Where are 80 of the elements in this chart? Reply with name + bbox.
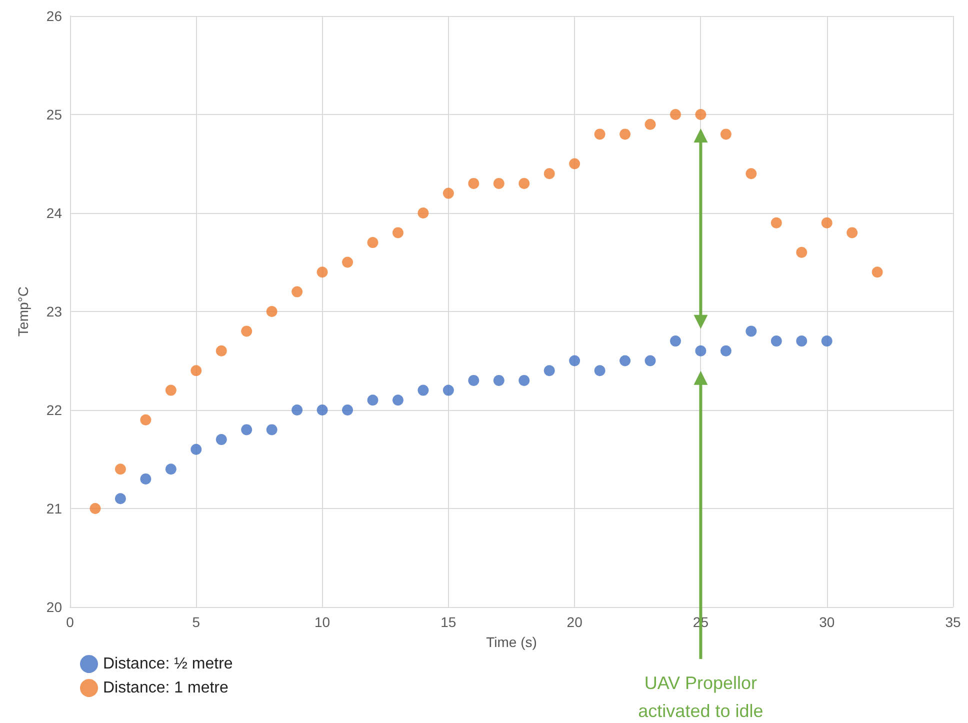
point [216, 345, 227, 356]
point [594, 128, 606, 140]
y-tick-label: 26 [46, 8, 62, 24]
point [518, 178, 530, 189]
point [821, 217, 832, 228]
point [594, 365, 606, 376]
point [620, 355, 631, 366]
point [392, 227, 404, 238]
point [644, 118, 656, 130]
x-tick-label: 35 [945, 614, 961, 630]
point [241, 424, 252, 436]
point [342, 404, 354, 416]
point [493, 178, 504, 189]
point [266, 306, 278, 317]
point [720, 345, 732, 356]
x-tick-label: 5 [192, 614, 200, 630]
point [292, 286, 303, 298]
point [165, 464, 176, 475]
point [468, 178, 480, 189]
point [468, 374, 480, 386]
point [392, 394, 404, 406]
point [165, 384, 176, 396]
point [872, 266, 883, 278]
point [695, 109, 706, 120]
point [770, 336, 782, 347]
point [796, 336, 808, 347]
point [241, 326, 252, 337]
point [569, 158, 580, 170]
y-axis-title: Temp°C [15, 286, 31, 336]
point [821, 336, 832, 347]
point [216, 434, 227, 446]
y-tick-label: 20 [46, 599, 62, 615]
point [746, 168, 757, 180]
point [518, 374, 530, 386]
legend-label: Distance: 1 metre [103, 680, 228, 696]
y-tick-label: 21 [46, 500, 62, 516]
point [190, 365, 202, 376]
point [90, 503, 101, 514]
legend-label: Distance: ½ metre [103, 656, 233, 672]
point [342, 256, 354, 268]
point [114, 464, 126, 475]
point [367, 237, 378, 248]
point [266, 424, 278, 436]
x-tick-label: 15 [440, 614, 456, 630]
point [140, 473, 152, 484]
x-tick-label: 20 [566, 614, 583, 630]
point [846, 227, 858, 238]
point [569, 355, 580, 366]
point [190, 444, 202, 455]
point [544, 168, 555, 180]
point [316, 404, 328, 416]
point [418, 208, 429, 218]
x-tick-label: 0 [66, 614, 74, 630]
y-tick-label: 23 [46, 304, 62, 320]
point [796, 246, 808, 258]
y-tick-label: 25 [46, 106, 62, 122]
x-axis-title: Time (s) [486, 634, 537, 650]
point [620, 128, 631, 140]
point [644, 355, 656, 366]
point [367, 394, 378, 406]
y-tick-label: 22 [46, 402, 62, 418]
point [114, 493, 126, 504]
point [140, 414, 152, 426]
point [746, 326, 757, 337]
point [442, 188, 454, 199]
x-tick-label: 10 [314, 614, 330, 630]
point [493, 374, 504, 386]
point [442, 384, 454, 396]
y-tick-label: 24 [46, 205, 62, 221]
text: UAV Propellor activated to idle [638, 673, 764, 721]
point [670, 109, 681, 120]
point [316, 266, 328, 278]
point [695, 345, 706, 356]
point [418, 384, 429, 396]
point [292, 404, 303, 416]
x-tick-label: 30 [819, 614, 835, 630]
point [670, 336, 681, 347]
point [720, 128, 732, 140]
point [544, 365, 555, 376]
point [770, 217, 782, 228]
